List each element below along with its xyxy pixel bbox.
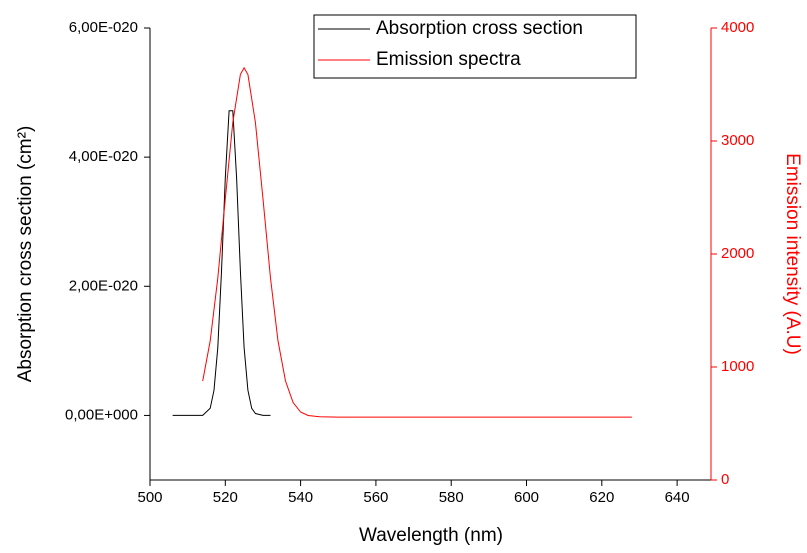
y2-tick-label: 3000 <box>721 132 754 149</box>
x-tick-label: 500 <box>137 489 162 506</box>
y2-axis-title: Emission intensity (A.U) <box>782 153 803 355</box>
y-axis-title: Absorption cross section (cm²) <box>15 126 36 383</box>
x-tick-label: 520 <box>213 489 238 506</box>
x-tick-label: 560 <box>363 489 388 506</box>
legend-box <box>313 14 637 79</box>
y-tick-label: 2,00E-020 <box>69 277 138 294</box>
legend-label: Emission spectra <box>376 49 521 70</box>
series-line <box>202 66 632 418</box>
y-tick-label: 4,00E-020 <box>69 148 138 165</box>
x-tick-label: 580 <box>439 489 464 506</box>
y2-tick-label: 4000 <box>721 19 754 36</box>
y2-tick-label: 1000 <box>721 358 754 375</box>
y2-tick-label: 0 <box>721 471 729 488</box>
series-line <box>172 110 271 416</box>
x-tick-label: 640 <box>665 489 690 506</box>
x-tick-label: 600 <box>514 489 539 506</box>
y-tick-label: 0,00E+000 <box>65 406 138 423</box>
legend-label: Absorption cross section <box>376 18 583 39</box>
x-tick-label: 540 <box>288 489 313 506</box>
y2-tick-label: 2000 <box>721 245 754 262</box>
y-tick-label: 6,00E-020 <box>69 19 138 36</box>
x-tick-label: 620 <box>589 489 614 506</box>
x-axis-title: Wavelength (nm) <box>359 525 503 546</box>
